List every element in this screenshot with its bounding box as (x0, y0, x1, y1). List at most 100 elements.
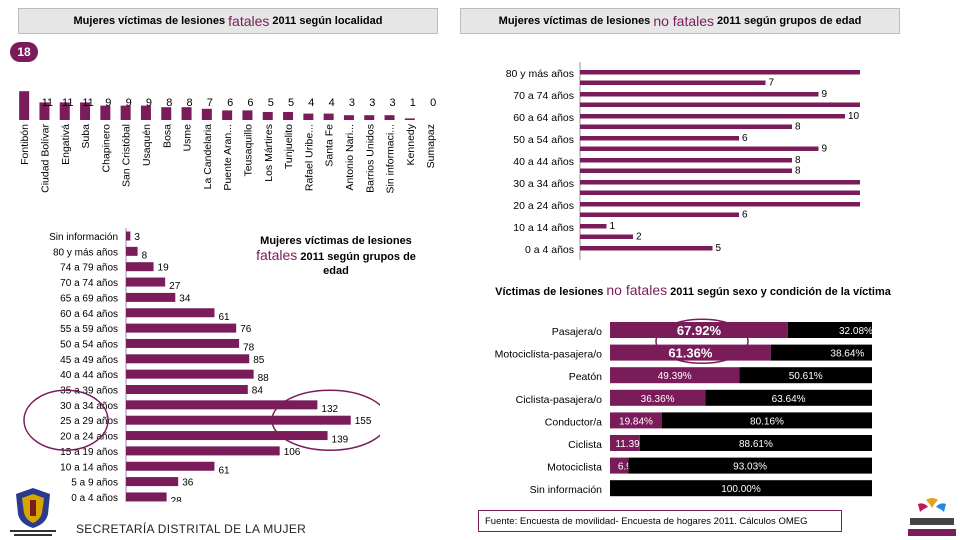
tick-label: Ciudad Bolívar (39, 124, 51, 193)
bar (580, 114, 845, 119)
tick-label: 45 a 49 años (60, 355, 118, 366)
tick-label: Tunjuelito (283, 124, 295, 169)
tick-label: Fontibón (19, 124, 31, 165)
bar (580, 146, 819, 151)
bar (126, 262, 154, 272)
tick-label: 55 a 59 años (60, 324, 118, 335)
data-label: 8 (795, 122, 801, 133)
bar-segment (787, 322, 872, 338)
bar-segment (610, 367, 740, 384)
title-line: Mujeres víctimas de lesiones (260, 235, 412, 247)
tick-label: Chapinero (100, 124, 112, 173)
bar (140, 105, 151, 120)
bar (126, 400, 318, 410)
data-label: 6 (742, 133, 748, 144)
data-label: 84 (252, 386, 264, 397)
data-label: 78 (243, 342, 255, 353)
tick-label: 70 a 74 años (513, 90, 574, 102)
tick-label: 35 a 39 años (60, 386, 118, 397)
bar (201, 108, 212, 120)
tick-label: Los Mártires (263, 124, 275, 182)
tick-label: Rafael Uribe... (303, 124, 315, 191)
data-label: 19 (158, 263, 170, 274)
tick-label: Suba (80, 124, 92, 149)
bar (580, 190, 860, 195)
tick-label: 25 a 29 años (60, 416, 118, 427)
highlight-ellipse (655, 318, 749, 365)
bar (580, 124, 792, 129)
bar (303, 113, 314, 120)
data-label: 34 (179, 293, 191, 304)
tick-label: 50 a 54 años (513, 134, 574, 146)
tick-label: 80 y más años (506, 68, 574, 80)
bar-segment (610, 389, 706, 406)
data-label: 8 (166, 97, 172, 109)
highlight-ellipse (23, 389, 109, 451)
data-label: 1 (610, 221, 616, 232)
bar-segment (661, 412, 872, 429)
bar (364, 115, 375, 120)
tick-label: 10 a 14 años (60, 462, 118, 473)
data-label: 61 (218, 465, 230, 476)
data-label: 93.03% (733, 462, 767, 473)
condition-stacked-bar-chart: Pasajera/o 67.92% 32.08% Motociclista-pasaj… (495, 318, 873, 497)
data-label: 155 (355, 416, 372, 427)
data-label: 28 (171, 496, 183, 502)
bar-segment (610, 344, 771, 361)
bar (100, 105, 111, 120)
tick-label: Engativá (60, 124, 72, 165)
tick-label: 5 a 9 años (71, 478, 118, 489)
bar (580, 92, 819, 97)
bar (323, 113, 334, 120)
data-label: 88.61% (739, 439, 773, 450)
title-line: 2011 según grupos de (300, 251, 416, 263)
tick-label: Usaquén (141, 124, 153, 166)
data-label: 8 (795, 155, 801, 166)
data-label: 9 (105, 97, 111, 109)
title-text: 2011 según sexo y condición de la víctim… (670, 286, 891, 298)
data-label: 2 (636, 232, 642, 243)
bar-segment (610, 457, 629, 474)
data-label: 4 (329, 97, 335, 109)
data-label: 36.36% (641, 394, 675, 405)
bar-segment (610, 480, 872, 497)
bar (126, 369, 254, 379)
bar (126, 246, 138, 256)
title-highlight: fatales (228, 13, 270, 29)
bar (222, 110, 233, 120)
tick-label: Puente Aran... (222, 124, 234, 191)
title-text: Víctimas de lesiones (495, 286, 604, 298)
tick-label: Pasajera/o (552, 326, 602, 338)
data-label: 8 (186, 97, 192, 109)
title-line: edad (323, 265, 349, 277)
data-label: 11 (82, 97, 93, 109)
data-label: 100.00% (721, 484, 761, 495)
tick-label: Sumapaz (425, 124, 437, 168)
bar (580, 246, 713, 251)
tick-label: Usme (182, 124, 194, 152)
bar (580, 80, 766, 85)
data-label: 32.08% (839, 326, 873, 337)
right-bottom-title: Víctimas de lesiones no fatales 2011 seg… (478, 282, 908, 298)
count-badge: 18 (10, 42, 38, 62)
bar (580, 224, 607, 229)
data-label: 9 (146, 97, 152, 109)
tick-label: 50 a 54 años (60, 339, 118, 350)
bar (404, 118, 415, 120)
data-label: 11 (62, 97, 73, 109)
bar (580, 202, 860, 207)
bar (242, 110, 253, 120)
title-text: Mujeres víctimas de lesiones (73, 15, 226, 27)
data-label: 50.61% (789, 371, 823, 382)
bar (80, 102, 91, 120)
bar (59, 102, 70, 120)
tick-label: 20 a 24 años (513, 200, 574, 212)
data-label: 9 (822, 144, 828, 155)
data-label: 88 (258, 373, 270, 384)
data-label: 139 (332, 435, 349, 446)
bar-segment (610, 412, 662, 429)
bar (126, 415, 351, 425)
left-top-title: Mujeres víctimas de lesiones fatales 201… (18, 8, 438, 34)
data-label: 80.16% (750, 416, 784, 427)
data-label: 76 (240, 324, 252, 335)
